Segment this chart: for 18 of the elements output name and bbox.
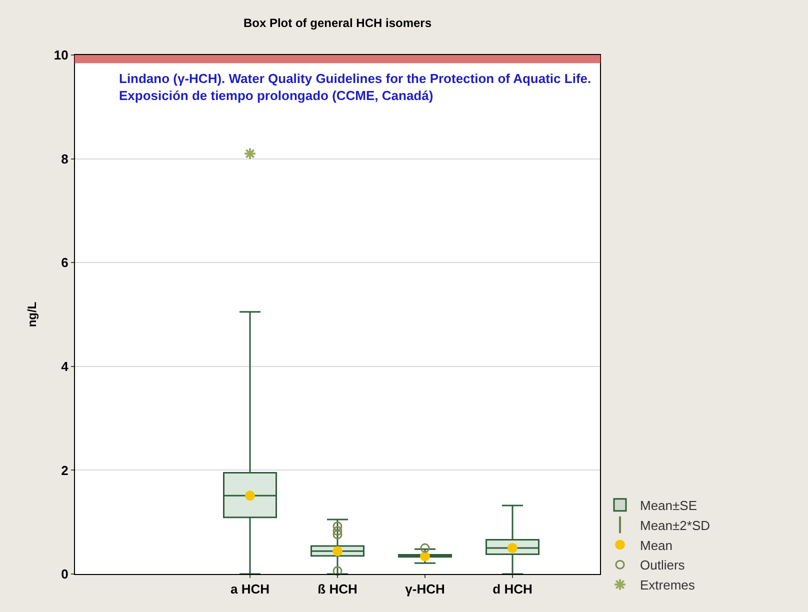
- y-tick-label: 6: [61, 255, 68, 270]
- y-tick-label: 2: [61, 462, 68, 478]
- legend-label: Mean±SE: [640, 498, 698, 513]
- x-tick-label: γ-HCH: [405, 582, 445, 597]
- x-tick-label: d HCH: [492, 582, 532, 597]
- band-label: Lindano (γ-HCH). Water Quality Guidelines for the Protection of Aquatic Life. Exposición de tiempo prolongado (CCME, Canadá): [119, 71, 592, 103]
- x-tick-label: ß HCH: [318, 582, 358, 597]
- y-tick-label: 8: [61, 151, 68, 166]
- chart-title: Box Plot of general HCH isomers: [243, 16, 432, 30]
- legend-label: Mean±2*SD: [640, 518, 710, 533]
- legend-label: Mean: [640, 538, 673, 553]
- y-axis-title: ng/L: [25, 302, 40, 328]
- y-tick-label: 0: [61, 566, 68, 582]
- x-tick-label: a HCH: [230, 582, 270, 597]
- legend-label: Outliers: [640, 558, 686, 573]
- legend-label: Extremes: [640, 578, 696, 593]
- y-tick-label: 10: [54, 48, 68, 63]
- y-tick-label: 4: [61, 358, 70, 374]
